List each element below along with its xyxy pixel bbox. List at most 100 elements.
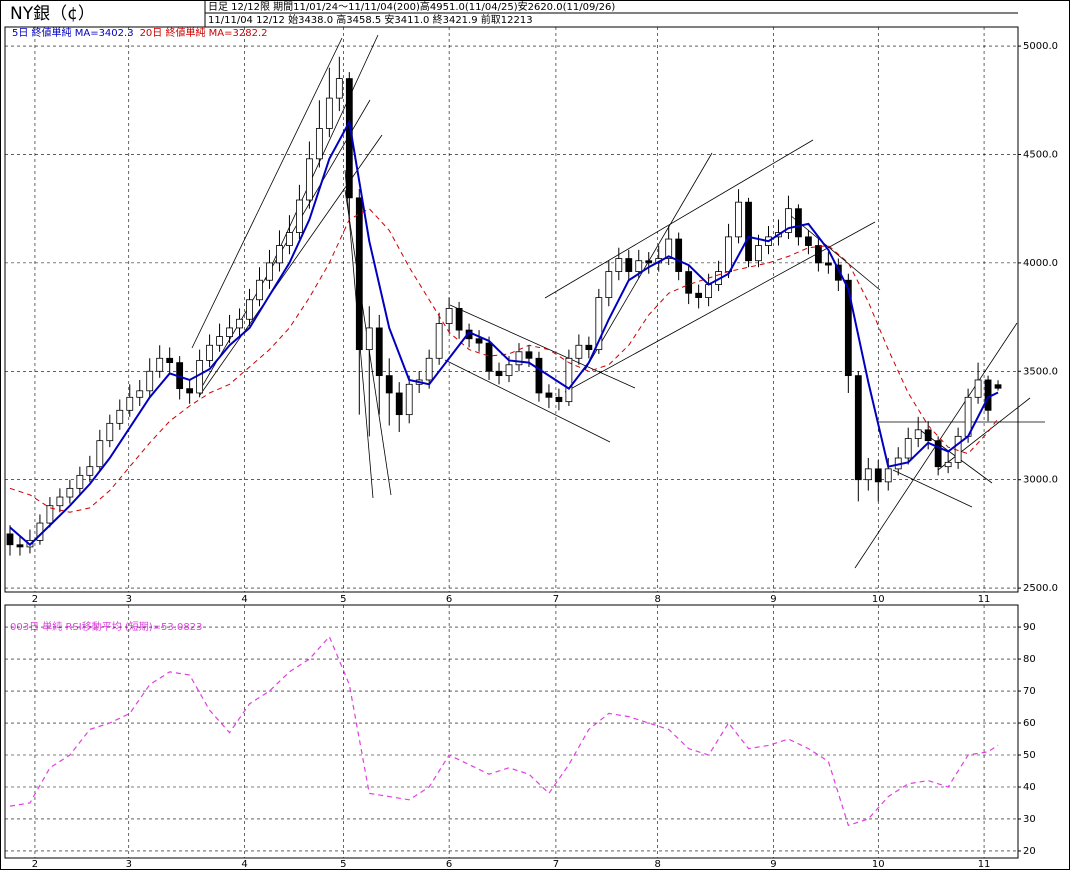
candle-body: [785, 208, 792, 233]
candle-body: [66, 487, 74, 498]
candle-body: [385, 375, 393, 394]
x-tick-label: 11: [978, 859, 991, 870]
candle-body: [605, 271, 613, 298]
y-tick-label: 5000.0: [1023, 41, 1058, 52]
candle-body: [206, 344, 213, 361]
candle-body: [755, 245, 762, 262]
candle-body: [984, 379, 992, 411]
candle-body: [805, 236, 812, 246]
price-panel: [4, 26, 1019, 593]
x-tick-label: 7: [553, 594, 559, 605]
legend-entry: 5日 終値単純 MA=3402.3: [12, 26, 134, 39]
trendline: [199, 99, 371, 391]
candle-body: [735, 201, 742, 238]
candle-body: [515, 351, 523, 366]
y-tick-label: 20: [1023, 846, 1036, 857]
x-tick-label: 11: [978, 594, 991, 605]
trendline: [789, 214, 881, 291]
candle-body: [246, 299, 253, 320]
candle-body: [76, 474, 84, 489]
y-tick-label: 70: [1023, 686, 1036, 697]
candle-body: [645, 260, 653, 264]
candle-body: [914, 429, 922, 439]
candle-body: [86, 466, 94, 476]
x-tick-label: 9: [770, 859, 776, 870]
rsi-panel: [4, 604, 1019, 859]
candle-body: [276, 245, 283, 264]
candle-body: [325, 97, 333, 129]
candle-body: [425, 357, 433, 381]
candle-body: [256, 279, 263, 301]
y-tick-label: 90: [1023, 622, 1036, 633]
candle-body: [146, 370, 154, 392]
x-tick-label: 10: [872, 859, 885, 870]
candle-body: [485, 342, 493, 372]
x-tick-label: 6: [446, 859, 452, 870]
candle-body: [96, 440, 104, 468]
x-tick-label: 8: [655, 594, 661, 605]
y-tick-label: 2500.0: [1023, 583, 1058, 594]
candle-body: [665, 238, 673, 259]
candle-body: [864, 468, 872, 481]
x-tick-label: 3: [126, 859, 132, 870]
candle-body: [685, 271, 693, 294]
candle-body: [46, 505, 54, 524]
candle-body: [296, 199, 303, 233]
candle-body: [854, 375, 862, 481]
candle-body: [695, 292, 703, 298]
candle-body: [375, 327, 383, 377]
y-tick-label: 4000.0: [1023, 258, 1058, 269]
header-info: 日足 12/12限 期間11/01/24～11/11/04(200)高4951.…: [208, 0, 615, 13]
x-tick-label: 7: [553, 859, 559, 870]
candle-body: [126, 396, 134, 411]
candle-body: [725, 236, 732, 272]
line-series: [9, 118, 999, 547]
candle-body: [565, 357, 573, 403]
x-tick-label: 2: [32, 859, 38, 870]
candle-body: [475, 338, 483, 344]
candle-body: [545, 392, 553, 398]
candle-body: [844, 279, 852, 377]
x-tick-label: 5: [340, 859, 346, 870]
candle-body: [675, 238, 683, 272]
candle-body: [505, 364, 513, 377]
x-tick-label: 8: [655, 859, 661, 870]
trendline: [544, 139, 814, 299]
candle-body: [575, 344, 583, 359]
candle-body: [874, 468, 882, 483]
candle-body: [585, 344, 593, 351]
candle-body: [6, 533, 14, 546]
candle-body: [365, 327, 373, 351]
candle-body: [795, 208, 802, 238]
x-tick-label: 4: [241, 594, 247, 605]
candle-body: [994, 384, 1002, 389]
y-tick-label: 50: [1023, 750, 1036, 761]
candle-body: [595, 297, 603, 351]
y-tick-label: 4500.0: [1023, 149, 1058, 160]
candle-body: [884, 468, 892, 483]
x-tick-label: 9: [770, 594, 776, 605]
y-tick-label: 3000.0: [1023, 475, 1058, 486]
candle-body: [216, 336, 223, 346]
y-tick-label: 80: [1023, 654, 1036, 665]
candle-body: [335, 78, 343, 99]
candle-body: [495, 370, 503, 377]
trendline: [199, 134, 383, 396]
legend-entry: 20日 終値単純 MA=3282.2: [140, 26, 268, 39]
x-tick-label: 3: [126, 594, 132, 605]
candle-body: [834, 264, 842, 281]
candle-body: [56, 496, 64, 507]
y-tick-label: 30: [1023, 814, 1036, 825]
candle-body: [824, 262, 832, 266]
candle-body: [405, 383, 413, 416]
candle-body: [615, 258, 623, 272]
candle-body: [974, 379, 982, 398]
trendline: [892, 469, 973, 508]
candle-body: [266, 262, 273, 281]
candle-body: [106, 422, 114, 442]
candle-body: [904, 438, 912, 459]
candle-body: [315, 128, 323, 160]
trendline: [444, 359, 611, 443]
candle-body: [535, 357, 543, 394]
